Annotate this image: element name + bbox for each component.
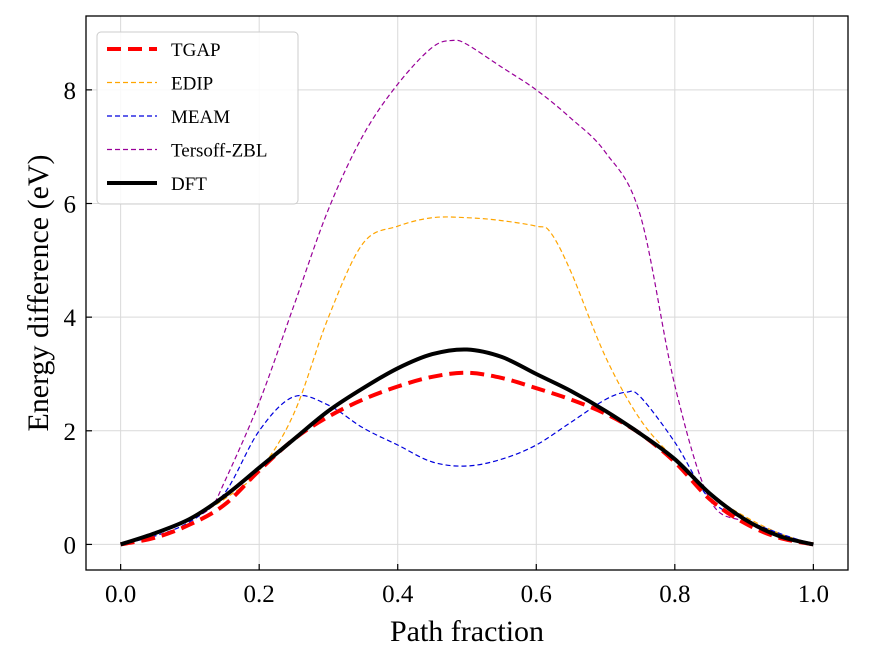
legend-box	[96, 31, 299, 205]
legend-label: EDIP	[171, 74, 213, 95]
series-line-dft	[119, 347, 814, 547]
series-line-tgap	[120, 370, 814, 547]
series-line-meam	[120, 390, 814, 545]
legend-label: TGAP	[171, 40, 221, 61]
y-tick-label: 0	[64, 532, 77, 559]
legend-label: Tersoff-ZBL	[171, 141, 267, 162]
x-tick-label: 0.0	[105, 581, 136, 608]
x-axis-label: Path fraction	[390, 615, 544, 648]
y-tick-label: 2	[64, 419, 77, 446]
y-tick-label: 8	[64, 78, 77, 105]
x-tick-label: 0.6	[521, 581, 552, 608]
ticks: 0.0 0.2 0.4 0.6 0.8 1.0 0 2 4 6 8	[64, 78, 829, 608]
legend: TGAP EDIP MEAM Tersoff-ZBL DFT	[96, 31, 299, 205]
y-tick-label: 4	[64, 305, 77, 332]
x-tick-label: 0.4	[382, 581, 414, 608]
x-tick-label: 0.2	[244, 581, 275, 608]
axes-frame	[85, 15, 849, 571]
legend-label: DFT	[171, 174, 207, 195]
plot-series	[119, 39, 814, 547]
y-tick-label: 6	[64, 192, 77, 219]
y-axis-label: Energy difference (eV)	[22, 154, 55, 431]
legend-label: MEAM	[171, 107, 230, 128]
x-tick-label: 0.8	[659, 581, 690, 608]
x-tick-label: 1.0	[798, 581, 829, 608]
series-line-tersoff-zbl	[120, 39, 814, 545]
